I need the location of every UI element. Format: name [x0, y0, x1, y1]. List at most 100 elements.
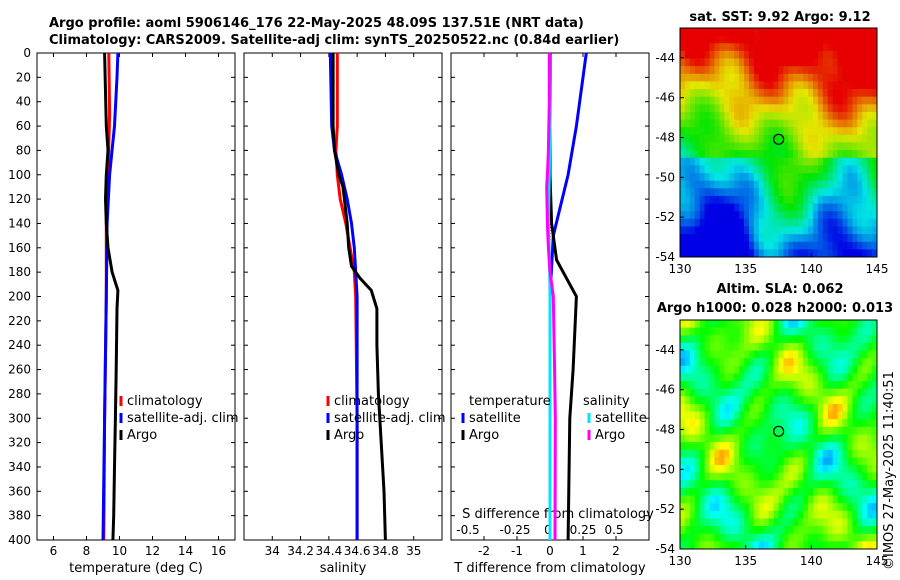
- map-cell: [842, 165, 848, 174]
- legend-label: climatology: [334, 394, 410, 409]
- y-tick-label: 60: [16, 119, 31, 133]
- map-cell: [867, 157, 873, 166]
- x-tick-label: 10: [112, 544, 127, 558]
- map-cell: [822, 50, 829, 59]
- map-cell: [773, 480, 779, 489]
- map-cell: [709, 465, 715, 474]
- map-cell: [827, 388, 834, 397]
- map-cell: [822, 472, 829, 481]
- map-cell: [812, 358, 819, 367]
- map-cell: [837, 119, 843, 128]
- map-cell: [827, 150, 834, 159]
- map-cell: [734, 66, 740, 75]
- map-cell: [857, 381, 863, 390]
- map-cell: [704, 434, 710, 443]
- map-cell: [680, 180, 686, 189]
- map-cell: [744, 111, 750, 120]
- map-cell: [778, 104, 784, 113]
- map-cell: [872, 188, 878, 197]
- map-cell: [729, 373, 735, 382]
- map-cell: [783, 457, 789, 466]
- map-cell: [729, 365, 735, 374]
- map-cell: [744, 358, 750, 367]
- map-cell: [768, 43, 774, 52]
- map-cell: [847, 81, 853, 90]
- map-cell: [724, 218, 730, 227]
- map-cell: [783, 234, 789, 243]
- map-cell: [812, 350, 819, 359]
- map-cell: [724, 320, 730, 329]
- map-cell: [680, 510, 686, 519]
- map-cell: [744, 388, 750, 397]
- map-cell: [748, 373, 755, 382]
- map-cell: [739, 541, 745, 550]
- map-cell: [862, 218, 868, 227]
- map-cell: [778, 127, 784, 136]
- legend-heading-salinity: salinity: [583, 394, 630, 409]
- map-cell: [793, 111, 799, 120]
- map-cell: [857, 350, 863, 359]
- map-cell: [798, 434, 804, 443]
- map-cell: [788, 358, 794, 367]
- map-cell: [788, 526, 794, 535]
- map-cell: [798, 226, 804, 235]
- map-cell: [748, 381, 755, 390]
- map-cell: [724, 234, 730, 243]
- map-cell: [714, 127, 720, 136]
- map-cell: [857, 211, 863, 220]
- map-cell: [753, 320, 760, 329]
- map-cell: [768, 350, 774, 359]
- map-cell: [680, 426, 686, 435]
- map-cell: [847, 442, 853, 451]
- map-cell: [719, 50, 725, 59]
- map-cell: [832, 503, 838, 512]
- map-cell: [680, 249, 686, 258]
- map-cell: [847, 73, 853, 82]
- map-cell: [729, 127, 735, 136]
- legend-label: satellite-adj. clim: [127, 411, 239, 426]
- map-cell: [803, 73, 809, 82]
- map-cell: [847, 188, 853, 197]
- map-cell: [744, 249, 750, 258]
- map-cell: [788, 403, 794, 412]
- map-cell: [768, 81, 774, 90]
- map-cell: [812, 35, 819, 44]
- map-cell: [778, 442, 784, 451]
- map-cell: [798, 119, 804, 128]
- map-cell: [684, 58, 691, 67]
- map-cell: [852, 495, 858, 504]
- map-cell: [714, 66, 720, 75]
- map-cell: [872, 249, 878, 258]
- map-cell: [719, 503, 725, 512]
- map-cell: [778, 342, 784, 351]
- map-cell: [812, 211, 819, 220]
- map-cell: [753, 119, 760, 128]
- map-cell: [793, 195, 799, 204]
- map-cell: [689, 73, 696, 82]
- map-cell: [719, 327, 725, 336]
- map-cell: [852, 234, 858, 243]
- map-cell: [862, 426, 868, 435]
- map-cell: [734, 241, 740, 250]
- map-cell: [699, 457, 706, 466]
- map-cell: [744, 526, 750, 535]
- map-cell: [857, 449, 863, 458]
- map-cell: [763, 465, 770, 474]
- map-cell: [699, 518, 706, 527]
- map-cell: [734, 350, 740, 359]
- map-cell: [724, 381, 730, 390]
- map-cell: [822, 342, 829, 351]
- map-cell: [773, 127, 779, 136]
- map-cell: [867, 510, 873, 519]
- map-cell: [680, 396, 686, 405]
- map-cell: [788, 211, 794, 220]
- map-cell: [783, 35, 789, 44]
- map-cell: [694, 350, 701, 359]
- x-tick-label: 16: [211, 544, 226, 558]
- map-cell: [724, 426, 730, 435]
- map-cell: [684, 89, 691, 98]
- map-cell: [857, 518, 863, 527]
- map-cell: [709, 89, 715, 98]
- map-cell: [808, 35, 814, 44]
- map-cell: [714, 28, 720, 37]
